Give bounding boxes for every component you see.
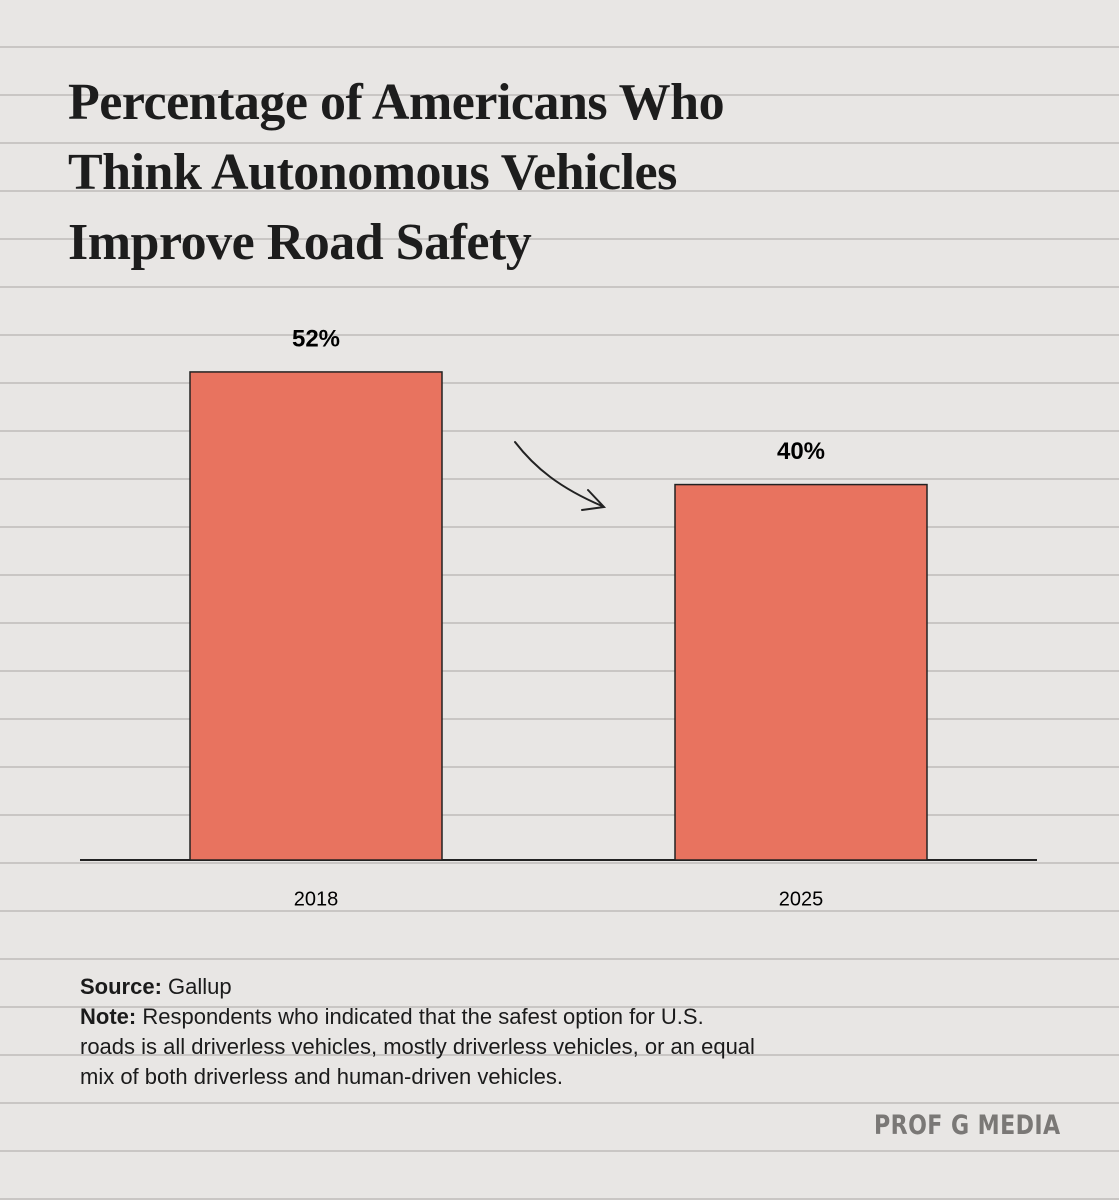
source: Gallup [168, 974, 232, 999]
value-label: 52% [292, 325, 340, 352]
x-tick-label: 2018 [294, 888, 339, 910]
note: Respondents who indicated that the safes… [80, 1004, 755, 1089]
trend-arrow [514, 441, 607, 511]
note-line: Note: Respondents who indicated that the… [80, 1002, 760, 1092]
source-label: Source: [80, 974, 162, 999]
brand: PROF G MEDIA [874, 1110, 1061, 1141]
source-line: Source: Gallup [80, 972, 760, 1002]
x-tick-label: 2025 [779, 888, 824, 910]
notes: Source: Gallup Note: Respondents who ind… [80, 972, 760, 1092]
bar [674, 483, 928, 861]
bar [189, 371, 443, 861]
note-label: Note: [80, 1004, 137, 1029]
chart-title: Percentage of Americans Who Think Autono… [68, 74, 725, 271]
value-label: 40% [777, 438, 825, 465]
